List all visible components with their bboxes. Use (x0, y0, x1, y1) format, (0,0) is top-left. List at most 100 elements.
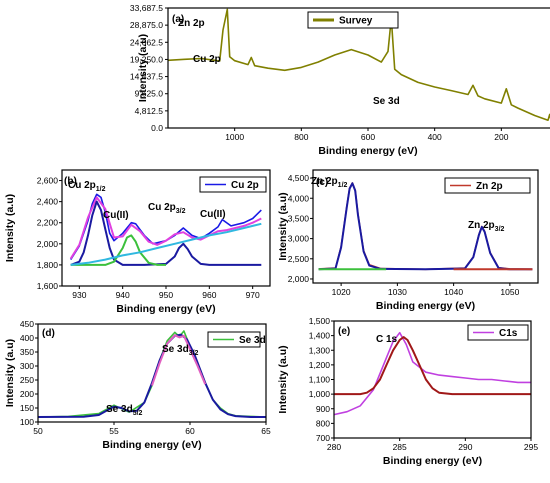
y-tick-label: 1,800 (37, 260, 59, 270)
y-tick-label: 2,000 (37, 239, 59, 249)
legend-label: Se 3d (239, 335, 266, 346)
legend: Cu 2p (199, 176, 267, 193)
y-tick-label: 28,875.0 (130, 20, 163, 30)
peak-annotation: Se 3d3/2 (162, 344, 199, 357)
peak-annotation: Cu 2p1/2 (68, 180, 106, 193)
panel-label: (a) (172, 14, 184, 25)
y-axis-label: Intensity (a.u) (277, 192, 289, 260)
x-tick-label: 55 (109, 426, 119, 436)
y-axis-label: Intensity (a.u) (4, 339, 16, 407)
y-tick-label: 3,000 (288, 234, 310, 244)
y-tick-label: 100 (20, 417, 34, 427)
x-tick-label: 50 (33, 426, 43, 436)
y-tick-label: 900 (316, 404, 330, 414)
legend-box (467, 324, 529, 341)
series-line-1 (334, 336, 531, 396)
series-line-0 (70, 193, 262, 261)
series-line-0 (167, 8, 550, 121)
x-tick-label: 1030 (388, 287, 407, 297)
y-tick-label: 14,437.5 (130, 72, 163, 82)
x-tick-label: 970 (246, 290, 260, 300)
peak-annotation: Cu(II) (103, 210, 129, 221)
legend-box (444, 177, 531, 194)
y-tick-label: 4,000 (288, 193, 310, 203)
plot-frame (312, 169, 539, 284)
x-tick-label: 280 (327, 442, 341, 452)
y-tick-label: 200 (20, 389, 34, 399)
peak-annotation: Zn 2p1/2 (311, 176, 348, 189)
x-axis-label: Binding energy (eV) (102, 439, 201, 451)
y-tick-label: 1,000 (309, 389, 331, 399)
y-tick-label: 250 (20, 375, 34, 385)
y-tick-label: 2,400 (37, 197, 59, 207)
y-tick-label: 800 (316, 418, 330, 428)
y-tick-label: 2,000 (288, 274, 310, 284)
x-tick-label: 400 (428, 132, 442, 142)
x-axis-label: Binding energy (eV) (116, 303, 215, 315)
plot-frame (37, 323, 267, 423)
panel-label: (d) (42, 328, 55, 339)
legend-label: Cu 2p (231, 180, 259, 191)
y-tick-label: 1,600 (37, 281, 59, 291)
peak-annotation: Cu 2p (193, 54, 221, 65)
y-tick-label: 1,300 (309, 345, 331, 355)
x-axis-label: Binding energy (eV) (318, 145, 417, 157)
series-line-1 (69, 196, 262, 260)
y-tick-label: 24,062.5 (130, 37, 163, 47)
x-tick-label: 1020 (332, 287, 351, 297)
series-line-0 (333, 331, 531, 416)
legend: Zn 2p (444, 177, 531, 194)
y-tick-label: 150 (20, 403, 34, 413)
x-tick-label: 295 (524, 442, 538, 452)
y-tick-label: 3,500 (288, 213, 310, 223)
y-tick-label: 300 (20, 361, 34, 371)
legend-box (199, 176, 267, 193)
legend-label: Zn 2p (476, 181, 503, 192)
y-tick-label: 1,200 (309, 360, 331, 370)
legend: C1s (467, 324, 529, 341)
y-tick-label: 400 (20, 333, 34, 343)
x-tick-label: 285 (393, 442, 407, 452)
series-line-2 (151, 334, 207, 386)
y-tick-label: 2,500 (288, 254, 310, 264)
y-axis-label: Intensity (a.u) (137, 34, 149, 102)
y-tick-label: 9,625.0 (135, 89, 164, 99)
x-axis-label: Binding energy (eV) (383, 455, 482, 467)
peak-annotation: Cu 2p3/2 (148, 202, 186, 215)
y-tick-label: 19,250.0 (130, 54, 163, 64)
panel-label: (e) (338, 326, 350, 337)
y-tick-label: 1,100 (309, 375, 331, 385)
x-tick-label: 1000 (225, 132, 244, 142)
x-tick-label: 290 (458, 442, 472, 452)
legend-label: C1s (499, 328, 518, 339)
x-tick-label: 1040 (444, 287, 463, 297)
y-tick-label: 2,600 (37, 176, 59, 186)
y-tick-label: 4,812.5 (135, 106, 164, 116)
peak-annotation: Zn 2p (178, 18, 205, 29)
panel-3: 50 55 60 65 100 150 200 250 300 350 400 450 Binding … (4, 319, 271, 451)
y-tick-label: 33,687.5 (130, 3, 163, 13)
y-axis-label: Intensity (a.u) (4, 194, 16, 262)
peak-annotation: Se 3d5/2 (106, 404, 143, 417)
series-line-3 (70, 234, 166, 266)
panel-4: 280 285 290 295 700 800 900 1,000 1,100 1,200 1,30… (277, 316, 538, 467)
x-tick-label: 200 (494, 132, 508, 142)
x-tick-label: 950 (159, 290, 173, 300)
legend-box (307, 11, 399, 29)
peak-annotation: Cu(II) (200, 209, 226, 220)
peak-annotation: Zn 2p3/2 (468, 220, 505, 233)
x-tick-label: 65 (261, 426, 271, 436)
series-line-4 (70, 222, 262, 266)
y-tick-label: 450 (20, 319, 34, 329)
legend: Survey (307, 11, 399, 29)
panel-1: 930 940 950 960 970 1,600 1,800 2,000 2,200 2,400… (4, 169, 271, 315)
legend: Se 3d (207, 331, 266, 348)
panel-label: (c) (316, 177, 328, 188)
peak-annotation: C 1s (376, 334, 398, 345)
y-tick-label: 1,500 (309, 316, 331, 326)
y-tick-label: 700 (316, 433, 330, 443)
y-tick-label: 2,200 (37, 218, 59, 228)
y-tick-label: 350 (20, 347, 34, 357)
x-tick-label: 1050 (500, 287, 519, 297)
